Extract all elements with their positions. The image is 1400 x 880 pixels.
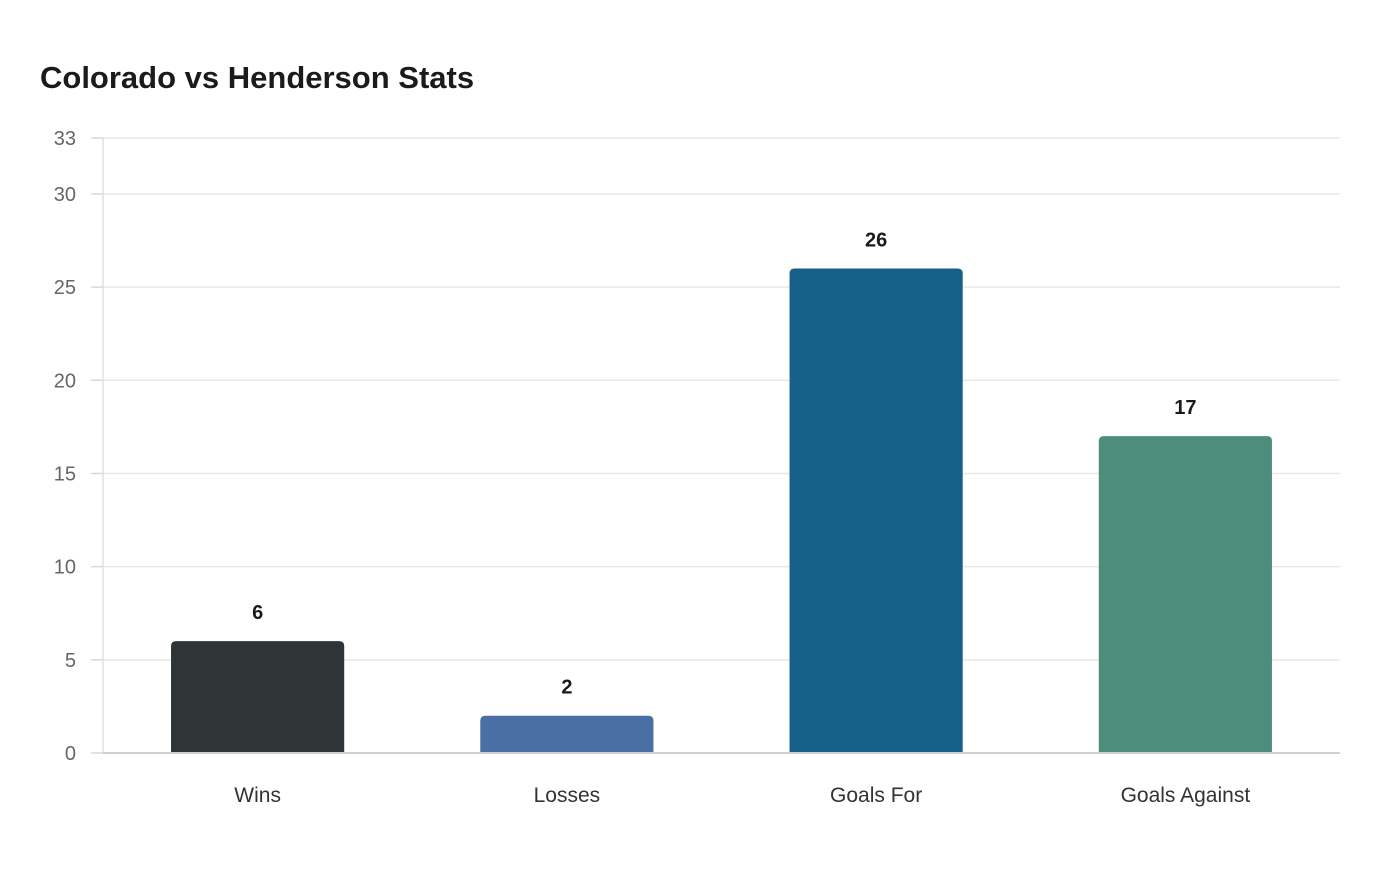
- data-label: 2: [561, 677, 572, 699]
- labels: 0 5 10 15 20 25 30 33 6 Wins 2 Losses 26 Goals For 17 G…: [54, 128, 1251, 807]
- y-tick-label: 5: [65, 650, 76, 672]
- data-label: 17: [1174, 397, 1196, 419]
- axes: [91, 137, 1340, 754]
- bar-wins: [171, 641, 345, 753]
- chart-title: Colorado vs Henderson Stats: [40, 60, 475, 95]
- data-label: 6: [252, 602, 263, 624]
- x-tick-label: Wins: [234, 784, 281, 807]
- y-tick-label: 15: [54, 463, 76, 485]
- bar-losses: [480, 715, 654, 753]
- y-tick-label: 25: [54, 277, 76, 299]
- y-tick-label: 10: [54, 557, 76, 579]
- bar-goals-against: [1098, 436, 1272, 753]
- x-tick-label: Goals Against: [1121, 784, 1251, 807]
- bars: [171, 268, 1272, 753]
- x-tick-label: Goals For: [830, 784, 922, 807]
- y-tick-label: 33: [54, 128, 76, 150]
- data-label: 26: [865, 229, 887, 251]
- y-tick-label: 20: [54, 370, 76, 392]
- x-tick-label: Losses: [534, 784, 601, 807]
- bar-goals-for: [789, 268, 963, 753]
- y-tick-label: 0: [65, 743, 76, 765]
- y-tick-label: 30: [54, 184, 76, 206]
